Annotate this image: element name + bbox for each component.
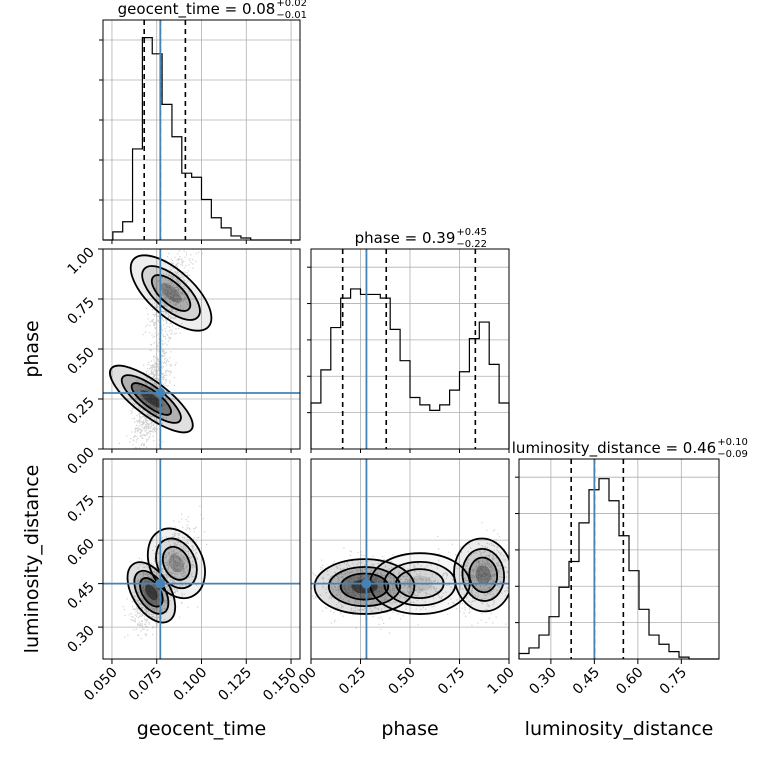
contour-line-2 (161, 545, 191, 581)
contour-line-2 (468, 556, 499, 594)
density-level-3 (160, 283, 182, 303)
title-upper-error: +0.45 (456, 227, 487, 238)
contour-line-0 (109, 364, 194, 434)
x-tick-label: 0.125 (215, 665, 255, 705)
histogram-step (518, 478, 719, 660)
y-tick-label: 0.45 (64, 579, 97, 612)
density-panel-phase-luminosity_distance (311, 459, 509, 659)
y-tick-label: 0.25 (64, 395, 97, 428)
histogram-step (103, 37, 300, 241)
contour-line-2 (339, 572, 390, 601)
hist-panel-luminosity_distance: luminosity_distance = 0.46 +0.10−0.09 (512, 437, 748, 660)
density-level-3 (140, 390, 163, 408)
density-level-0 (109, 365, 193, 433)
title-lower-error: −0.09 (717, 449, 748, 460)
density-level-0 (130, 255, 212, 331)
contour-line-0 (129, 254, 213, 332)
histogram-step (310, 288, 510, 449)
x-axis-label-phase: phase (381, 718, 438, 740)
density-level-3 (168, 554, 184, 573)
x-tick-label: 0.75 (435, 665, 468, 698)
panel-title-luminosity_distance: luminosity_distance = 0.46 (512, 439, 716, 458)
x-tick-label: 0.45 (570, 665, 603, 698)
x-tick-label: 0.075 (126, 665, 166, 705)
density-panel-geocent_time-luminosity_distance (103, 459, 300, 659)
x-axis-label-luminosity_distance: luminosity_distance (525, 718, 714, 740)
x-tick-label: 1.00 (484, 665, 517, 698)
contour-line-1 (327, 566, 402, 608)
y-axis-label-phase: phase (21, 320, 43, 377)
density-level-3 (475, 565, 491, 585)
density-level-2 (162, 546, 191, 580)
truth-marker (155, 388, 166, 398)
title-upper-error: +0.02 (276, 0, 307, 9)
x-tick-label: 0.25 (336, 665, 369, 698)
panel-title-geocent_time: geocent_time = 0.08 (118, 0, 276, 19)
title-upper-error: +0.10 (717, 437, 748, 448)
contour-line-1 (461, 548, 506, 602)
density-level-1 (121, 375, 181, 423)
y-tick-label: 0.50 (64, 345, 97, 378)
density-level-1 (156, 538, 197, 589)
panel-frame (518, 458, 720, 660)
density-level-1 (142, 266, 200, 320)
density-level-2 (151, 275, 191, 311)
panel-title-phase: phase = 0.39 (355, 229, 456, 247)
y-tick-label: 0.75 (64, 492, 97, 525)
contour-line-2 (150, 274, 192, 312)
x-tick-label: 0.100 (171, 665, 211, 705)
x-axis-label-geocent_time: geocent_time (137, 718, 266, 740)
y-tick-label: 1.00 (64, 245, 97, 278)
y-tick-label: 0.30 (64, 623, 97, 656)
truth-marker (361, 578, 372, 589)
title-lower-error: −0.22 (456, 239, 487, 250)
density-panel-geocent_time-phase (103, 249, 300, 449)
y-tick-label: 0.60 (64, 536, 97, 569)
hist-panel-phase: phase = 0.39 +0.45−0.22 (307, 227, 510, 450)
y-tick-label: 0.00 (64, 445, 97, 478)
truth-marker (155, 578, 166, 589)
x-tick-label: 0.60 (613, 665, 646, 698)
x-tick-label: 0.050 (81, 665, 121, 705)
x-tick-label: 0.30 (526, 665, 559, 698)
y-tick-label: 0.75 (64, 295, 97, 328)
density-level-2 (131, 383, 172, 415)
x-tick-label: 0.50 (385, 665, 418, 698)
hist-panel-geocent_time: geocent_time = 0.08 +0.02−0.01 (99, 0, 307, 241)
y-axis-label-luminosity_distance: luminosity_distance (21, 465, 43, 654)
title-lower-error: −0.01 (276, 10, 307, 21)
x-tick-label: 0.75 (657, 665, 690, 698)
density-level-3 (145, 584, 158, 601)
contour-line-0 (313, 558, 416, 615)
